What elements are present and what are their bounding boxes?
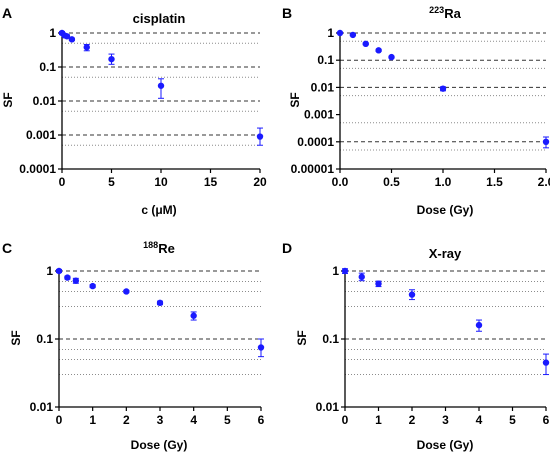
panel-letter: D	[282, 240, 292, 256]
panel-title: 188Re	[143, 240, 175, 256]
x-tick-label: 1.0	[435, 175, 452, 189]
y-tick-label: 0.1	[36, 332, 53, 346]
data-point	[542, 359, 550, 366]
panel-b: B 223Ra SF Dose (Gy) 0.00001 0.0001 0.001 0…	[282, 5, 550, 217]
x-tick-label: 2	[409, 413, 416, 427]
data-point	[358, 273, 365, 281]
data-point	[68, 36, 76, 43]
panel-title: cisplatin	[133, 11, 186, 26]
x-tick-label: 6	[258, 413, 265, 427]
y-tick-label: 0.00001	[291, 162, 335, 176]
data-point	[256, 133, 264, 140]
data-point	[341, 267, 349, 275]
data-point	[156, 299, 164, 307]
panel-letter: C	[2, 240, 12, 256]
x-tick-label: 2.0	[538, 175, 550, 189]
data-point	[190, 312, 197, 319]
x-tick-label: 20	[253, 175, 267, 189]
x-tick-label: 1	[89, 413, 96, 427]
y-axis-label: SF	[288, 92, 302, 107]
x-tick-label: 10	[154, 175, 168, 189]
x-axis-label: c (μM)	[141, 203, 176, 217]
data-point	[375, 280, 382, 287]
data-point	[388, 53, 395, 61]
data-point	[123, 288, 130, 295]
data-point	[362, 40, 369, 48]
x-tick-label: 3	[442, 413, 449, 427]
x-tick-label: 4	[476, 413, 483, 427]
y-axis-label: SF	[1, 92, 15, 107]
data-point	[83, 44, 90, 51]
y-tick-label: 0.01	[33, 94, 57, 108]
data-point	[72, 277, 80, 284]
x-tick-label: 0.0	[332, 175, 349, 189]
y-tick-label: 1	[46, 264, 53, 278]
panel-title: 223Ra	[429, 5, 461, 21]
data-point	[55, 267, 63, 275]
y-tick-label: 0.01	[30, 400, 54, 414]
data-point	[89, 282, 96, 290]
data-point	[64, 274, 71, 281]
data-point	[542, 138, 550, 145]
x-tick-label: 5	[509, 413, 516, 427]
y-tick-label: 1	[49, 26, 56, 40]
x-tick-label: 5	[224, 413, 231, 427]
data-point	[349, 31, 357, 39]
y-tick-label: 0.01	[311, 80, 335, 94]
y-tick-label: 0.0001	[19, 162, 56, 176]
x-tick-label: 0	[56, 413, 63, 427]
x-tick-label: 0	[59, 175, 66, 189]
y-axis-label: SF	[295, 330, 309, 345]
x-tick-label: 0	[342, 413, 349, 427]
data-point	[257, 344, 265, 351]
panel-letter: A	[2, 5, 12, 21]
y-tick-label: 0.1	[317, 53, 334, 67]
y-tick-label: 0.001	[304, 108, 334, 122]
data-point	[157, 82, 165, 89]
x-axis-label: Dose (Gy)	[417, 438, 474, 452]
x-tick-label: 15	[204, 175, 218, 189]
data-point	[63, 33, 71, 40]
y-axis-label: SF	[9, 330, 23, 345]
panel-letter: B	[282, 5, 292, 21]
data-point	[108, 55, 115, 63]
data-point	[336, 29, 344, 37]
data-point	[439, 85, 447, 92]
x-tick-label: 4	[190, 413, 197, 427]
data-point	[408, 291, 416, 298]
y-tick-label: 1	[332, 264, 339, 278]
y-tick-label: 0.0001	[297, 135, 334, 149]
panel-title: X-ray	[429, 246, 462, 261]
x-tick-label: 0.5	[383, 175, 400, 189]
data-point	[375, 47, 382, 54]
y-tick-label: 0.1	[322, 332, 339, 346]
x-axis-label: Dose (Gy)	[417, 203, 474, 217]
y-tick-label: 0.001	[26, 128, 56, 142]
x-tick-label: 3	[157, 413, 164, 427]
panel-d: D X-ray SF Dose (Gy) 0.01 0.1 1 0 1 2 3 4 5 6	[282, 240, 550, 452]
x-tick-label: 2	[123, 413, 130, 427]
x-tick-label: 1	[375, 413, 382, 427]
x-axis-label: Dose (Gy)	[131, 438, 188, 452]
x-tick-label: 6	[543, 413, 550, 427]
y-tick-label: 0.01	[316, 400, 340, 414]
data-point	[475, 321, 483, 329]
x-tick-label: 5	[108, 175, 115, 189]
y-tick-label: 1	[327, 26, 334, 40]
panel-a: A cisplatin SF c (μM) 0.0001 0.001 0.01 0.1…	[1, 5, 267, 217]
y-tick-label: 0.1	[39, 60, 56, 74]
panel-c: C 188Re SF Dose (Gy) 0.01 0.1 1 0 1 2 3 4 5 6	[2, 240, 265, 452]
x-tick-label: 1.5	[486, 175, 503, 189]
